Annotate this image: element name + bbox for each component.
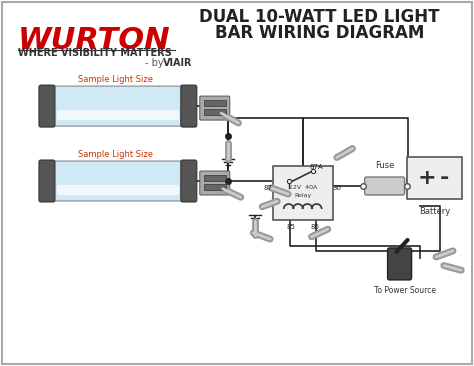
FancyBboxPatch shape [39, 160, 55, 202]
Text: To Power Source: To Power Source [374, 286, 436, 295]
Text: DUAL 10-WATT LED LIGHT: DUAL 10-WATT LED LIGHT [200, 8, 440, 26]
Bar [204, 184, 226, 190]
Text: Sample Light Size: Sample Light Size [78, 150, 153, 159]
Text: 85: 85 [286, 224, 295, 231]
FancyBboxPatch shape [57, 185, 179, 195]
FancyBboxPatch shape [388, 248, 411, 280]
Text: VIAIR: VIAIR [163, 58, 192, 68]
FancyBboxPatch shape [200, 171, 230, 195]
Text: - by: - by [145, 58, 166, 68]
Text: Battery: Battery [419, 207, 450, 216]
FancyBboxPatch shape [200, 96, 230, 120]
Text: WURTON: WURTON [18, 26, 171, 55]
Text: 30: 30 [332, 185, 341, 191]
Text: 12V  40A: 12V 40A [289, 186, 317, 190]
Text: 87: 87 [263, 185, 272, 191]
Text: 87A: 87A [310, 164, 324, 170]
FancyBboxPatch shape [273, 165, 333, 220]
FancyBboxPatch shape [365, 177, 405, 195]
FancyBboxPatch shape [52, 86, 184, 126]
FancyBboxPatch shape [52, 161, 184, 201]
Text: +: + [417, 168, 436, 188]
FancyBboxPatch shape [57, 110, 179, 120]
FancyBboxPatch shape [407, 157, 462, 199]
Text: BAR WIRING DIAGRAM: BAR WIRING DIAGRAM [215, 24, 424, 42]
Bar [204, 175, 226, 181]
Bar [204, 100, 226, 106]
Text: WHERE VISIBILITY MATTERS: WHERE VISIBILITY MATTERS [18, 48, 172, 58]
Text: Relay: Relay [294, 194, 311, 198]
Text: 86: 86 [310, 224, 319, 231]
Bar [204, 109, 226, 115]
Text: -: - [440, 168, 449, 188]
FancyBboxPatch shape [39, 85, 55, 127]
Text: Fuse: Fuse [375, 161, 394, 170]
FancyBboxPatch shape [181, 160, 197, 202]
Text: Sample Light Size: Sample Light Size [78, 75, 153, 84]
FancyBboxPatch shape [181, 85, 197, 127]
